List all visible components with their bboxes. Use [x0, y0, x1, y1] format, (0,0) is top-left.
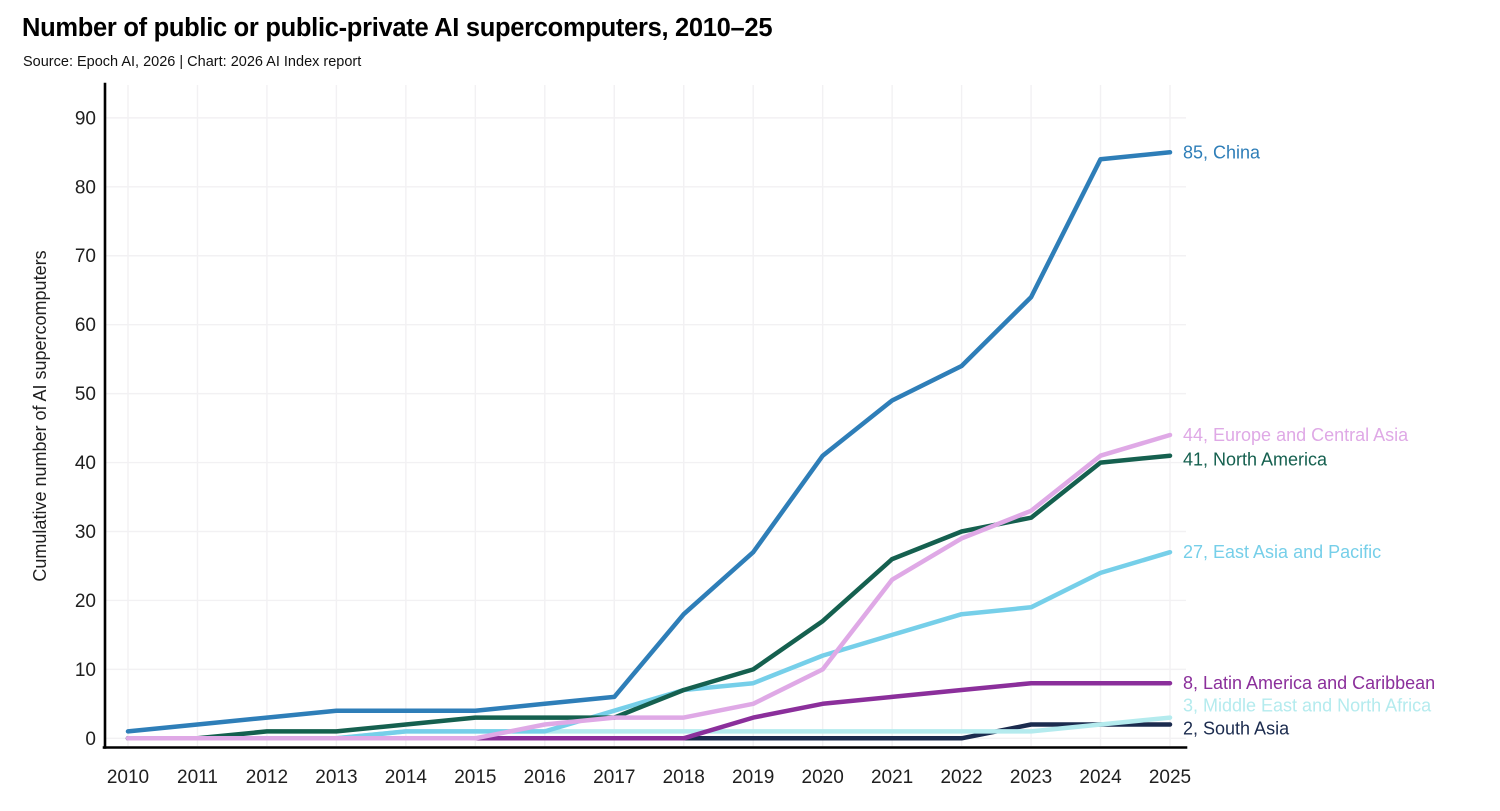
x-tick-2024: 2024 [1079, 767, 1122, 788]
series-end-label-east-asia-pacific: 27, East Asia and Pacific [1183, 542, 1381, 562]
axes [102, 82, 1188, 749]
y-tick-80: 80 [75, 177, 96, 198]
series-end-label-latin-america-caribbean: 8, Latin America and Caribbean [1183, 673, 1435, 693]
series-end-label-mena: 3, Middle East and North Africa [1183, 696, 1432, 716]
x-tick-2022: 2022 [940, 767, 982, 788]
series-end-label-europe-central-asia: 44, Europe and Central Asia [1183, 425, 1409, 445]
x-tick-2023: 2023 [1010, 767, 1052, 788]
x-tick-2016: 2016 [524, 767, 566, 788]
y-tick-30: 30 [75, 522, 96, 543]
series-line-north-america [125, 453, 1173, 741]
chart-subtitle: Source: Epoch AI, 2026 | Chart: 2026 AI … [23, 54, 362, 70]
y-tick-10: 10 [75, 660, 96, 681]
x-tick-2020: 2020 [802, 767, 844, 788]
series-end-label-south-asia: 2, South Asia [1183, 719, 1290, 739]
chart-title: Number of public or public-private AI su… [22, 14, 773, 42]
x-tick-2012: 2012 [246, 767, 288, 788]
y-tick-50: 50 [75, 384, 96, 405]
y-tick-40: 40 [75, 453, 96, 474]
y-tick-0: 0 [85, 729, 96, 750]
x-tick-2025: 2025 [1149, 767, 1191, 788]
y-axis-title: Cumulative number of AI supercomputers [30, 250, 50, 581]
x-tick-2010: 2010 [107, 767, 149, 788]
x-tick-2017: 2017 [593, 767, 635, 788]
x-tick-2011: 2011 [177, 767, 218, 788]
y-tick-60: 60 [75, 315, 96, 336]
x-tick-2021: 2021 [871, 767, 913, 788]
x-tick-2019: 2019 [732, 767, 774, 788]
y-tick-90: 90 [75, 108, 96, 129]
y-tick-70: 70 [75, 246, 96, 267]
x-tick-2015: 2015 [454, 767, 496, 788]
x-tick-2013: 2013 [315, 767, 357, 788]
series-line-china [125, 150, 1173, 734]
series-end-label-china: 85, China [1183, 142, 1261, 162]
series-line-east-asia-pacific [125, 549, 1173, 741]
x-tick-2014: 2014 [385, 767, 428, 788]
series-line-europe-central-asia [125, 432, 1173, 741]
gridlines [106, 85, 1186, 746]
series-end-label-north-america: 41, North America [1183, 450, 1328, 470]
x-tick-2018: 2018 [663, 767, 705, 788]
y-tick-20: 20 [75, 591, 96, 612]
